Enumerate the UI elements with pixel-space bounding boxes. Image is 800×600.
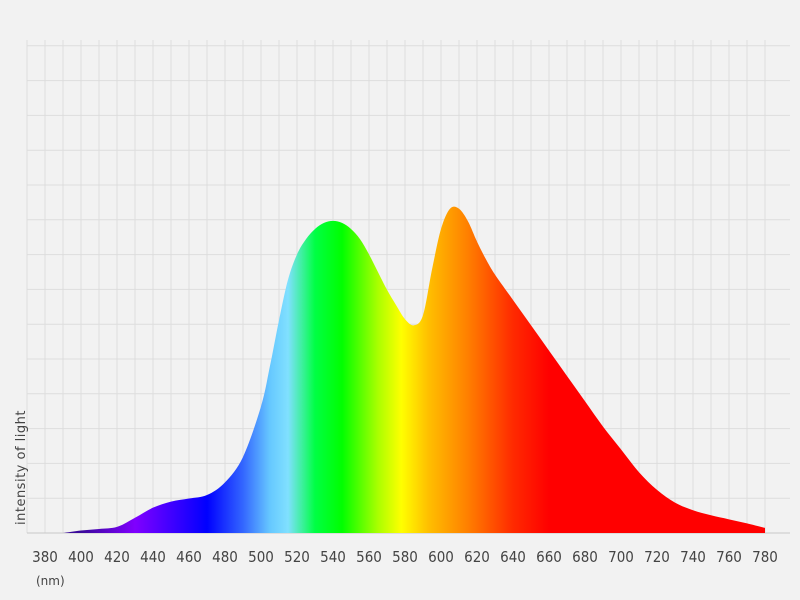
x-tick-label: 400 xyxy=(68,548,94,566)
x-tick-label: 740 xyxy=(680,548,706,566)
x-tick-label: 720 xyxy=(644,548,670,566)
x-axis-ticks: 380 400 420 440 460 480 500 520 540 560 580 600 620 6… xyxy=(32,548,778,566)
x-tick-label: 620 xyxy=(464,548,490,566)
spectrum-area xyxy=(63,206,765,533)
x-tick-label: 420 xyxy=(104,548,130,566)
x-tick-label: 480 xyxy=(212,548,238,566)
x-tick-label: 380 xyxy=(32,548,58,566)
x-tick-label: 460 xyxy=(176,548,202,566)
x-tick-label: 560 xyxy=(356,548,382,566)
x-tick-label: 760 xyxy=(716,548,742,566)
x-axis-unit-label: (nm) xyxy=(36,574,65,588)
x-tick-label: 440 xyxy=(140,548,166,566)
y-axis-label: intensity of light xyxy=(14,410,29,525)
x-tick-label: 600 xyxy=(428,548,454,566)
x-tick-label: 520 xyxy=(284,548,310,566)
x-tick-label: 640 xyxy=(500,548,526,566)
x-tick-label: 580 xyxy=(392,548,418,566)
x-tick-label: 500 xyxy=(248,548,274,566)
x-tick-label: 780 xyxy=(752,548,778,566)
x-tick-label: 660 xyxy=(536,548,562,566)
x-tick-label: 540 xyxy=(320,548,346,566)
x-tick-label: 700 xyxy=(608,548,634,566)
spectrum-area-layer xyxy=(63,206,765,533)
x-tick-label: 680 xyxy=(572,548,598,566)
